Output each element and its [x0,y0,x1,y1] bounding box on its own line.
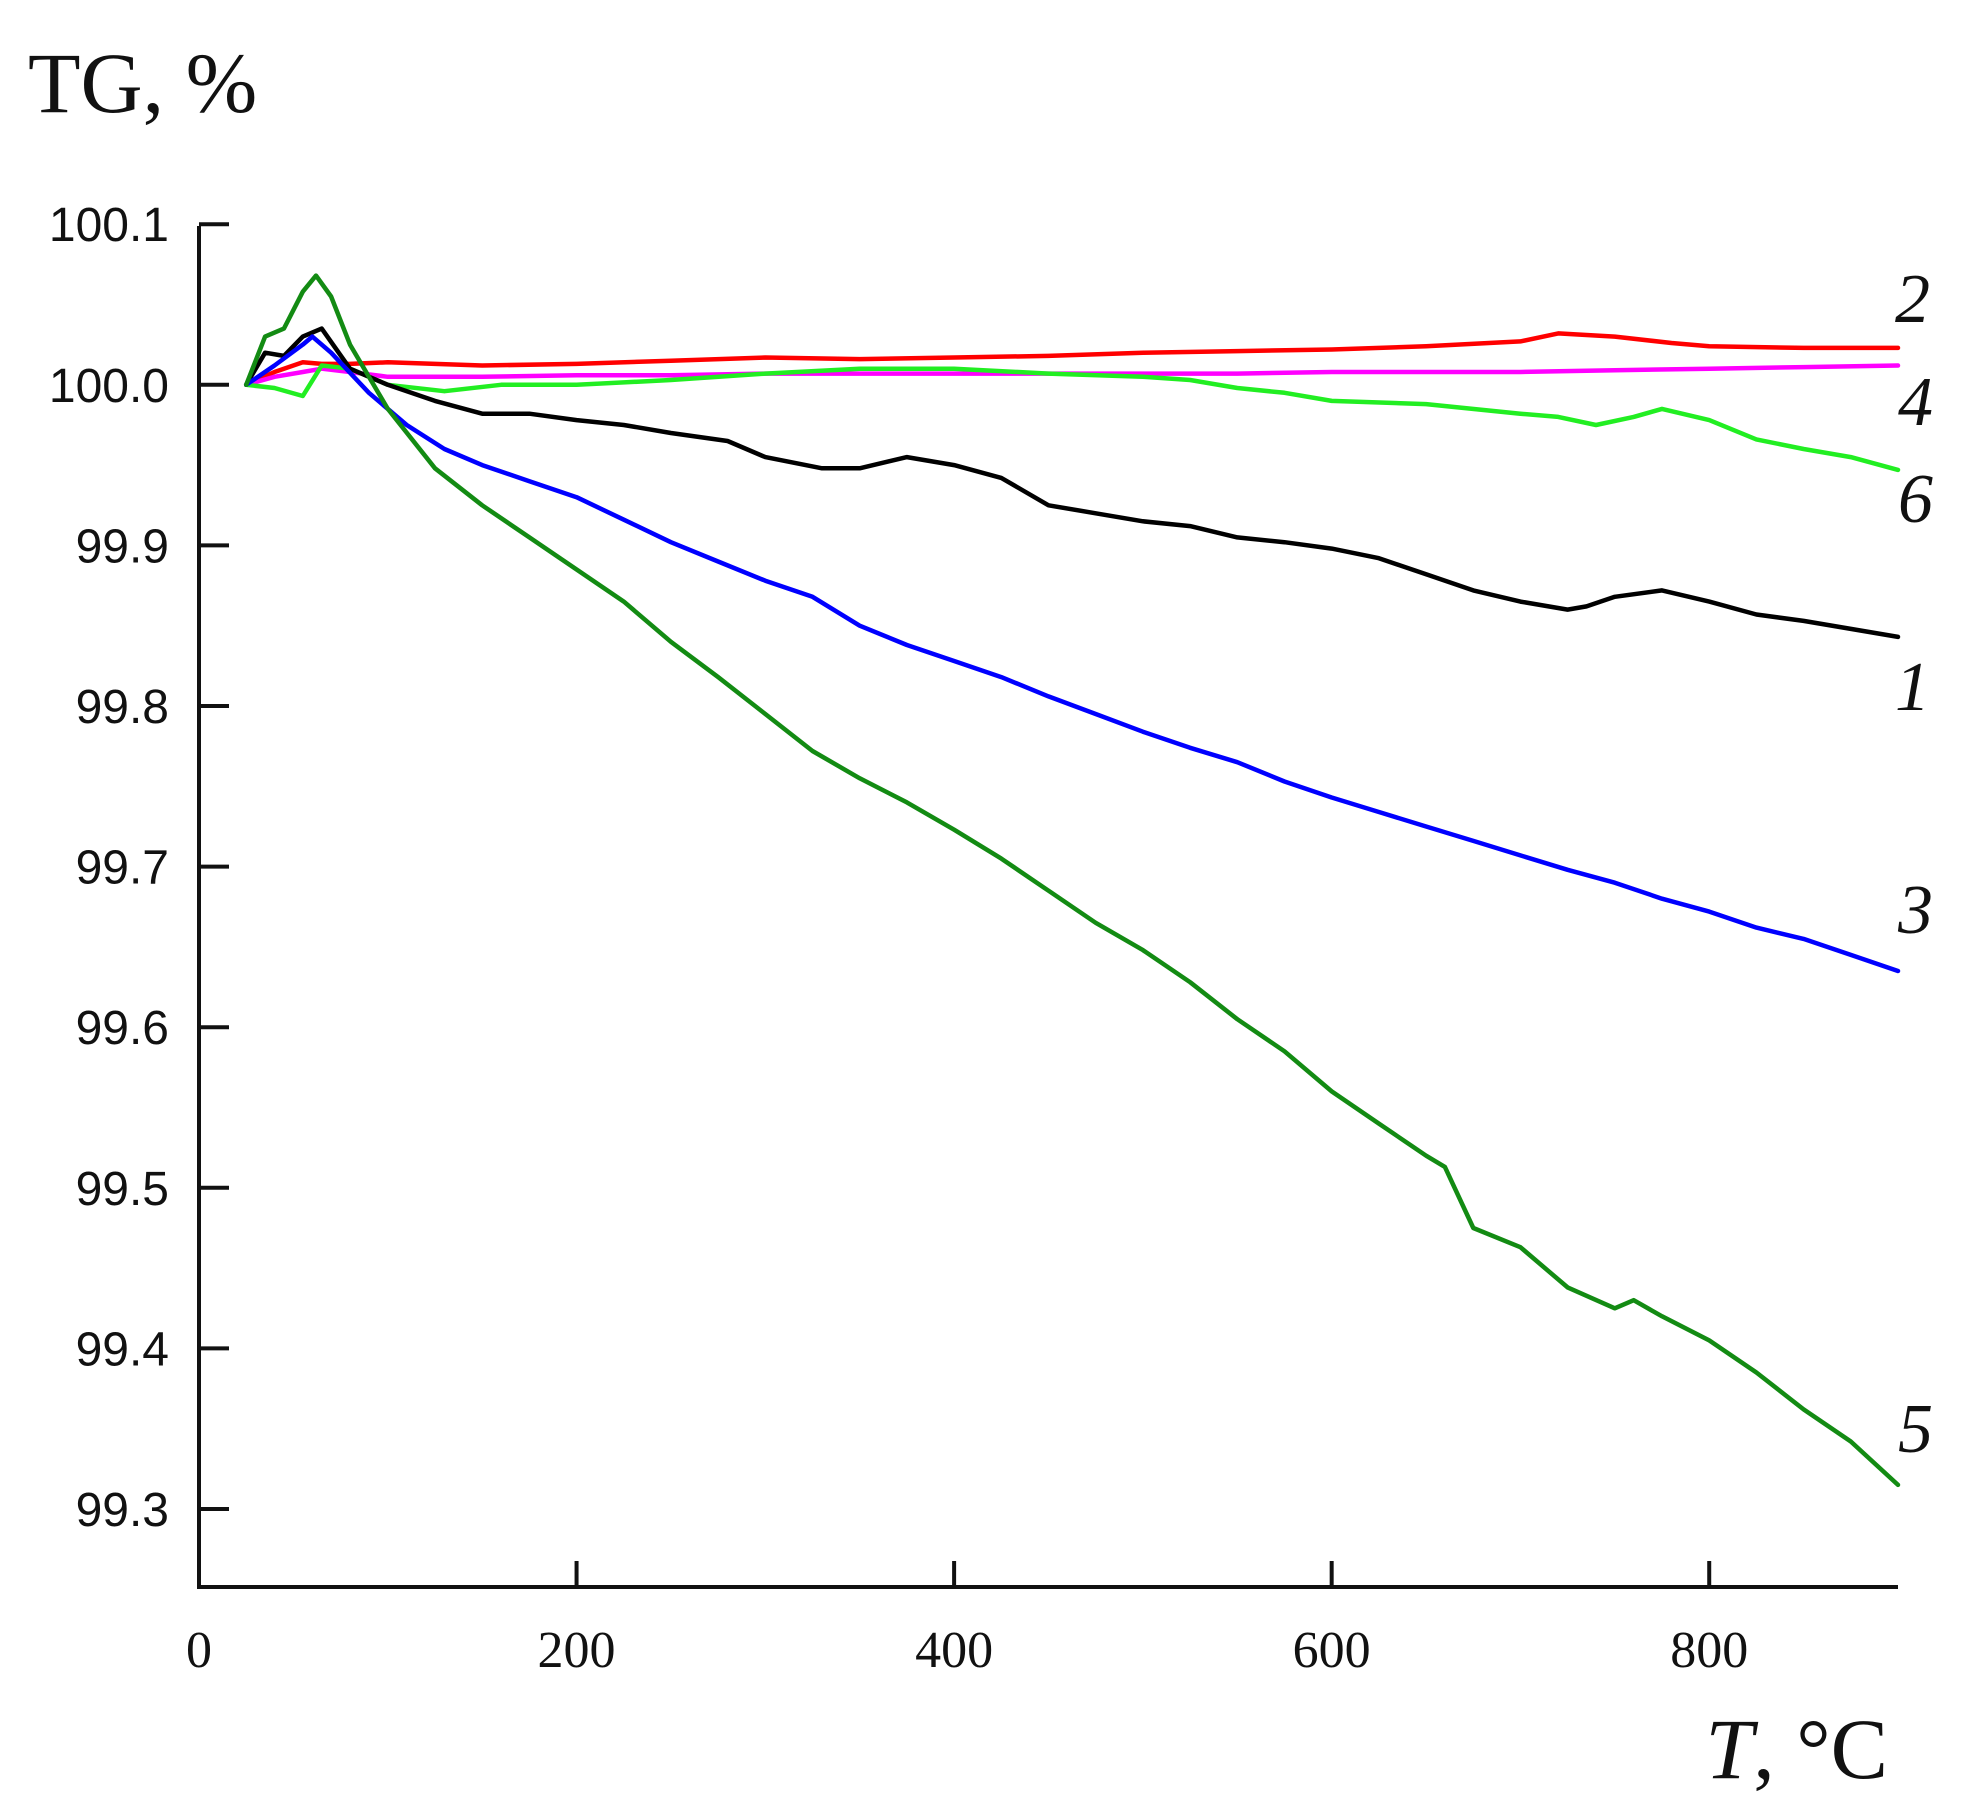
y-tick-label: 100.1 [49,199,169,252]
y-tick-label: 99.4 [76,1323,169,1376]
x-axis-title-var: T [1705,1701,1758,1797]
x-tick-label: 800 [1670,1622,1748,1679]
y-tick-label: 99.6 [76,1002,169,1055]
x-axis-title: T, °C [1705,1701,1888,1797]
series-label-4: 4 [1898,364,1933,441]
y-axis-title: TG, % [28,35,257,131]
series-line-1 [243,326,1901,640]
series-label-5: 5 [1898,1391,1933,1468]
series-label-2: 2 [1895,261,1930,338]
y-tick-label: 99.8 [76,681,169,734]
x-tick-label: 0 [186,1622,212,1679]
y-tick-label: 99.3 [76,1484,169,1537]
y-axis-ticks: 99.3 99.4 99.5 99.6 99.7 99.8 99.9 100.0 100.1 [49,199,229,1537]
y-tick-label: 99.9 [76,520,169,573]
y-tick-label: 99.5 [76,1163,169,1216]
series-label-6: 6 [1898,461,1933,538]
x-tick-label: 400 [915,1622,993,1679]
x-tick-label: 200 [538,1622,616,1679]
series-labels: 1 2 3 4 5 6 [1895,261,1933,1468]
series-line-5 [243,273,1901,1488]
series-line-4 [243,363,1901,388]
series-label-1: 1 [1895,649,1930,726]
y-tick-label: 99.7 [76,842,169,895]
series-line-6 [243,363,1901,473]
y-tick-label: 100.0 [49,360,169,413]
series-lines [243,273,1901,1488]
x-axis-ticks: 0 200 400 600 800 [186,1561,1748,1679]
x-tick-label: 600 [1293,1622,1371,1679]
x-axis-title-unit: , °C [1753,1701,1888,1797]
series-label-3: 3 [1897,872,1933,949]
series-line-3 [243,334,1901,974]
